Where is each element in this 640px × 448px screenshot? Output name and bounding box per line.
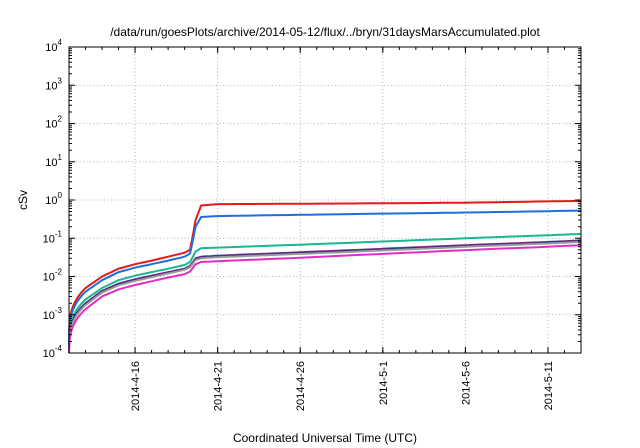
x-axis-label: Coordinated Universal Time (UTC) <box>233 431 417 445</box>
y-tick-label: 103 <box>45 76 62 92</box>
x-tick-label: 2014-4-26 <box>295 361 307 411</box>
y-tick-label: 104 <box>45 38 62 54</box>
y-tick-label: 10-4 <box>43 344 63 360</box>
series-line-1 <box>68 199 581 335</box>
y-tick-label: 10-2 <box>43 268 63 284</box>
series-lines <box>68 199 582 354</box>
x-tick-label: 2014-5-1 <box>378 361 390 405</box>
x-tick-label: 2014-4-16 <box>130 361 142 411</box>
y-tick-label: 101 <box>45 153 62 169</box>
y-tick-label: 102 <box>45 115 62 131</box>
x-tick-label: 2014-5-11 <box>543 361 555 410</box>
grid <box>69 47 581 353</box>
y-tick-label: 10-3 <box>43 306 63 322</box>
series-line-3 <box>68 232 582 344</box>
series-line-7 <box>68 244 582 354</box>
series-line-2 <box>68 209 582 338</box>
y-tick-label: 10-1 <box>43 229 63 245</box>
series-line-6 <box>68 241 582 349</box>
y-tick-label: 100 <box>45 191 62 207</box>
chart-title: /data/run/goesPlots/archive/2014-05-12/f… <box>110 25 540 39</box>
y-axis-label: cSv <box>16 190 30 210</box>
x-tick-label: 2014-4-21 <box>213 361 225 411</box>
x-axis: 2014-4-16 2014-4-21 2014-4-26 2014-5-1 2014-… <box>85 47 565 411</box>
y-axis: 10-4 10-3 10-2 10-1 100 101 102 103 104 <box>43 38 581 360</box>
x-tick-label: 2014-5-6 <box>460 361 472 405</box>
